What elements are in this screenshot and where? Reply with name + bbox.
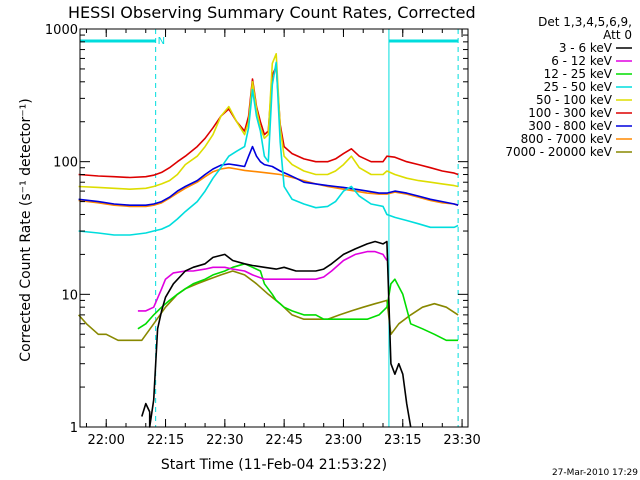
flag-label: N [158, 36, 165, 47]
x-tick-label: 22:00 [87, 433, 124, 448]
series-line-50-100-kev [78, 53, 459, 190]
series-layer [78, 53, 459, 428]
y-tick-label: 1 [70, 421, 78, 436]
chart-title: HESSI Observing Summary Count Rates, Cor… [68, 3, 476, 22]
legend-label: 800 - 7000 keV [521, 132, 613, 146]
series-line-300-800-kev [78, 145, 459, 206]
series-line-12-25-kev [137, 263, 459, 342]
series-line-800-7000-kev [78, 166, 459, 208]
x-tick-label: 23:15 [384, 433, 421, 448]
legend-header: Det 1,3,4,5,6,9, Att 0 [538, 15, 632, 42]
legend-label: 7000 - 20000 keV [505, 145, 612, 159]
x-tick-label: 22:30 [206, 433, 243, 448]
series-line-25-50-kev [78, 61, 459, 236]
y-axis-label: Corrected Count Rate (s⁻¹ detector⁻¹) [18, 98, 34, 361]
footer-timestamp: 27-Mar-2010 17:29 [552, 468, 638, 478]
x-tick-label: 22:15 [147, 433, 184, 448]
series-line-3-6-kev [141, 240, 412, 428]
y-tick-label: 1000 [45, 23, 78, 38]
legend-label: 100 - 300 keV [528, 106, 612, 120]
y-axis: 1 10 100 1000 [45, 23, 468, 436]
series-line-6-12-kev [137, 250, 388, 312]
series-line-7000-20000-kev [78, 270, 459, 342]
legend-label: 300 - 800 keV [528, 119, 612, 133]
x-tick-label: 22:45 [265, 433, 302, 448]
legend-header-line-2: Att 0 [603, 28, 632, 42]
y-tick-label: 10 [61, 288, 78, 303]
plot-frame [79, 28, 469, 428]
x-tick-label: 23:00 [325, 433, 362, 448]
y-tick-label: 100 [53, 156, 78, 171]
x-axis-label: Start Time (11-Feb-04 21:53:22) [161, 457, 387, 473]
legend-label: 3 - 6 keV [559, 41, 613, 55]
legend-label: 25 - 50 keV [544, 80, 613, 94]
x-axis: 22:00 22:15 22:30 22:45 23:00 23:15 23:30 [85, 29, 481, 448]
legend-label: 50 - 100 keV [536, 93, 613, 107]
legend-label: 12 - 25 keV [544, 67, 613, 81]
x-tick-label: 23:30 [443, 433, 480, 448]
legend-header-line-1: Det 1,3,4,5,6,9, [538, 15, 632, 29]
legend-label: 6 - 12 keV [551, 54, 613, 68]
